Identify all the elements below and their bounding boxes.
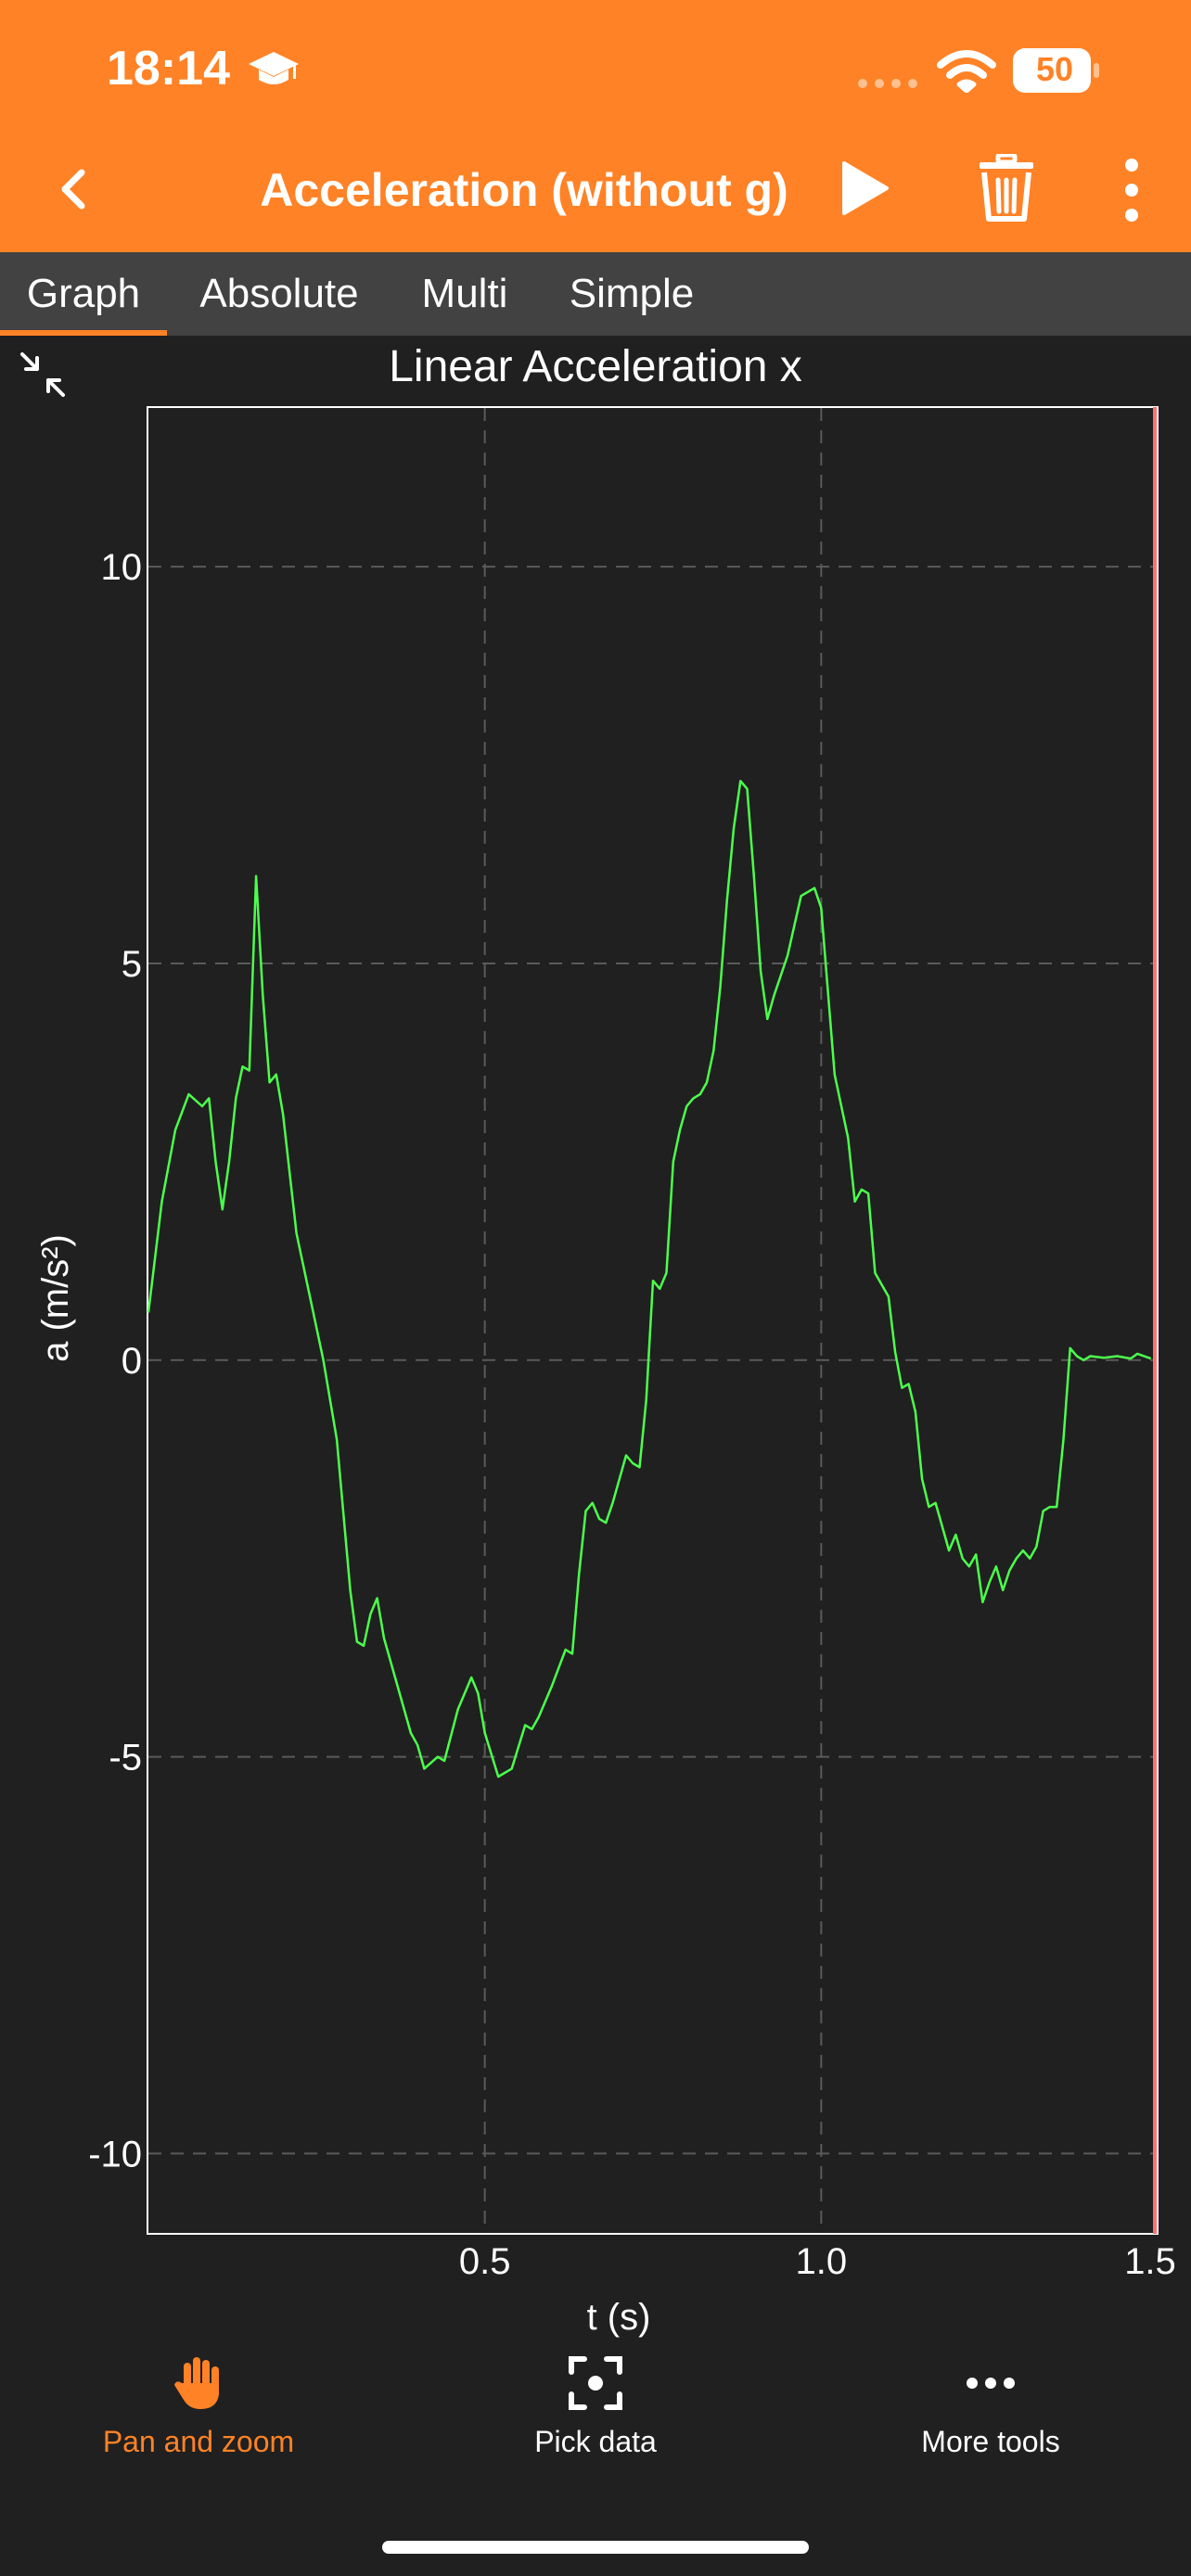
y-tick-label: -10: [88, 2134, 142, 2174]
battery-level: 50: [1035, 50, 1074, 88]
chart-title: Linear Acceleration x: [389, 342, 802, 391]
signal-dots-icon: [858, 79, 917, 88]
chart-grid: [148, 408, 1158, 2233]
pan-zoom-button[interactable]: Pan and zoom: [59, 2355, 338, 2459]
plot-frame: [147, 406, 1159, 2235]
trash-icon[interactable]: [978, 154, 1035, 223]
home-indicator: [382, 2541, 809, 2554]
more-horizontal-icon: [967, 2378, 1015, 2389]
tab-simple[interactable]: Simple: [569, 271, 695, 316]
more-vertical-icon[interactable]: [1113, 158, 1150, 223]
hand-icon: [174, 2357, 219, 2409]
pick-data-button[interactable]: Pick data: [456, 2355, 735, 2459]
target-focus-icon: [569, 2356, 622, 2410]
x-tick-label: 1.0: [796, 2241, 848, 2282]
more-tools-button[interactable]: More tools: [852, 2355, 1130, 2459]
tab-absolute[interactable]: Absolute: [199, 271, 359, 316]
series-line: [147, 779, 1152, 1779]
tab-multi[interactable]: Multi: [421, 271, 508, 316]
chevron-left-icon[interactable]: [56, 165, 89, 213]
more-tools-label: More tools: [921, 2425, 1060, 2458]
wifi-icon: [937, 50, 996, 93]
y-axis-label: a (m/s²): [35, 1234, 76, 1362]
x-axis-label: t (s): [587, 2297, 651, 2338]
graduation-cap-icon: [249, 52, 299, 84]
x-tick-label: 0.5: [459, 2241, 511, 2282]
y-tick-label: -5: [109, 1738, 142, 1779]
tab-graph[interactable]: Graph: [0, 252, 167, 336]
y-tick-label: 5: [122, 944, 142, 985]
battery-icon: [1013, 48, 1099, 93]
pick-data-label: Pick data: [534, 2425, 657, 2458]
y-tick-label: 0: [122, 1341, 142, 1382]
play-icon[interactable]: [839, 159, 890, 217]
app-header: 18:14 50 Acceleration (without g): [0, 0, 1191, 252]
pan-zoom-label: Pan and zoom: [102, 2425, 295, 2458]
tab-bar: Graph Absolute Multi Simple: [0, 252, 1191, 336]
x-tick-labels: 0.5 1.0 1.5: [459, 2241, 1176, 2282]
collapse-icon[interactable]: [19, 351, 67, 399]
bottom-toolbar: Pan and zoom Pick data More tools: [0, 2355, 1191, 2494]
page-title: Acceleration (without g): [260, 164, 788, 216]
status-time: 18:14: [107, 42, 230, 96]
x-tick-label: 1.5: [1124, 2241, 1176, 2282]
y-tick-labels: 10 5 0 -5 -10: [88, 547, 142, 2174]
y-tick-label: 10: [101, 547, 143, 588]
